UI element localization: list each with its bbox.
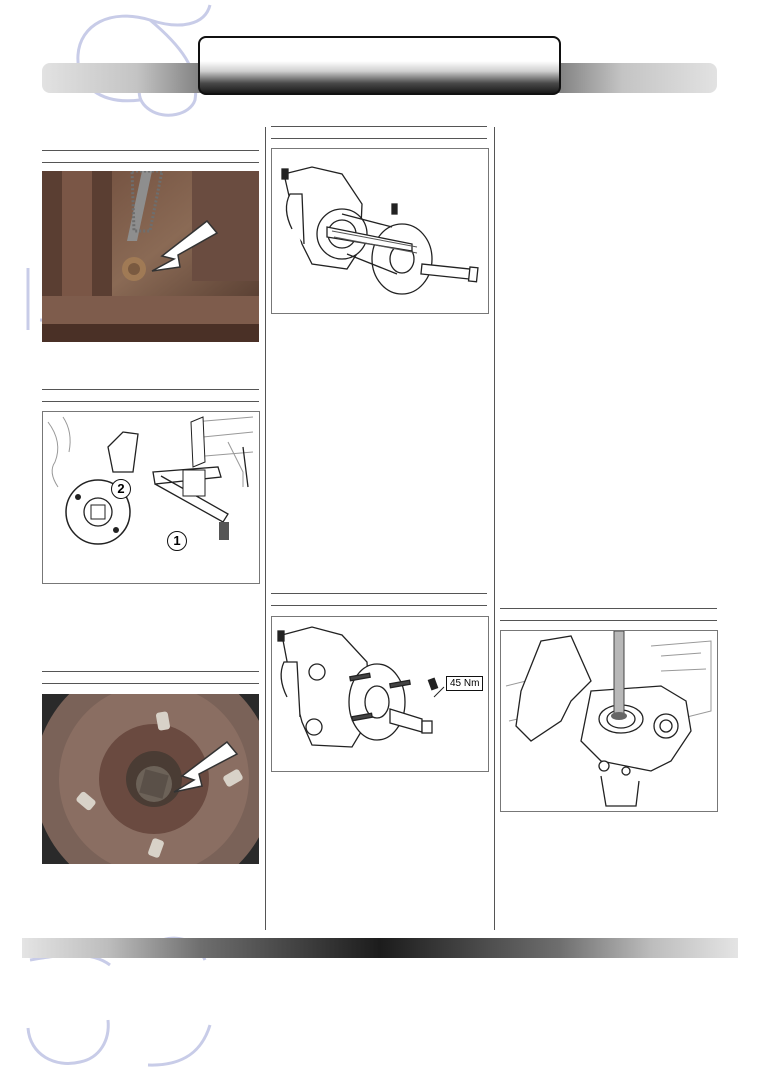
footer-band (22, 938, 738, 958)
photo-bracket-bolt-image (42, 171, 259, 342)
column-divider-right (494, 127, 495, 930)
section-rule (42, 671, 259, 672)
callout-2: 2 (111, 479, 131, 499)
figure-hub-puller (271, 148, 489, 314)
section-rule (271, 126, 487, 127)
column-divider-left (265, 127, 266, 930)
figure-knuckle-seal-drawing (505, 631, 712, 807)
figure-knuckle-seal (500, 630, 718, 812)
callout-1: 1 (167, 531, 187, 551)
section-rule (42, 162, 259, 163)
figure-hub-install-drawing (277, 626, 445, 748)
figure-ball-joint: 2 1 (42, 411, 260, 584)
torque-label: 45 Nm (446, 676, 484, 691)
photo-bracket-bolt (42, 171, 259, 342)
section-rule (42, 401, 259, 402)
title-box (198, 36, 561, 95)
section-rule (42, 389, 259, 390)
figure-hub-puller-drawing (281, 166, 479, 295)
section-rule (42, 683, 259, 684)
section-rule (42, 150, 259, 151)
section-rule (271, 593, 487, 594)
photo-hub-nut (42, 694, 259, 864)
figure-ball-joint-drawing (47, 416, 254, 545)
photo-hub-nut-image (42, 694, 259, 864)
figure-hub-install: 45 Nm (271, 616, 489, 772)
section-rule (500, 620, 717, 621)
section-rule (271, 138, 487, 139)
section-rule (500, 608, 717, 609)
section-rule (271, 605, 487, 606)
